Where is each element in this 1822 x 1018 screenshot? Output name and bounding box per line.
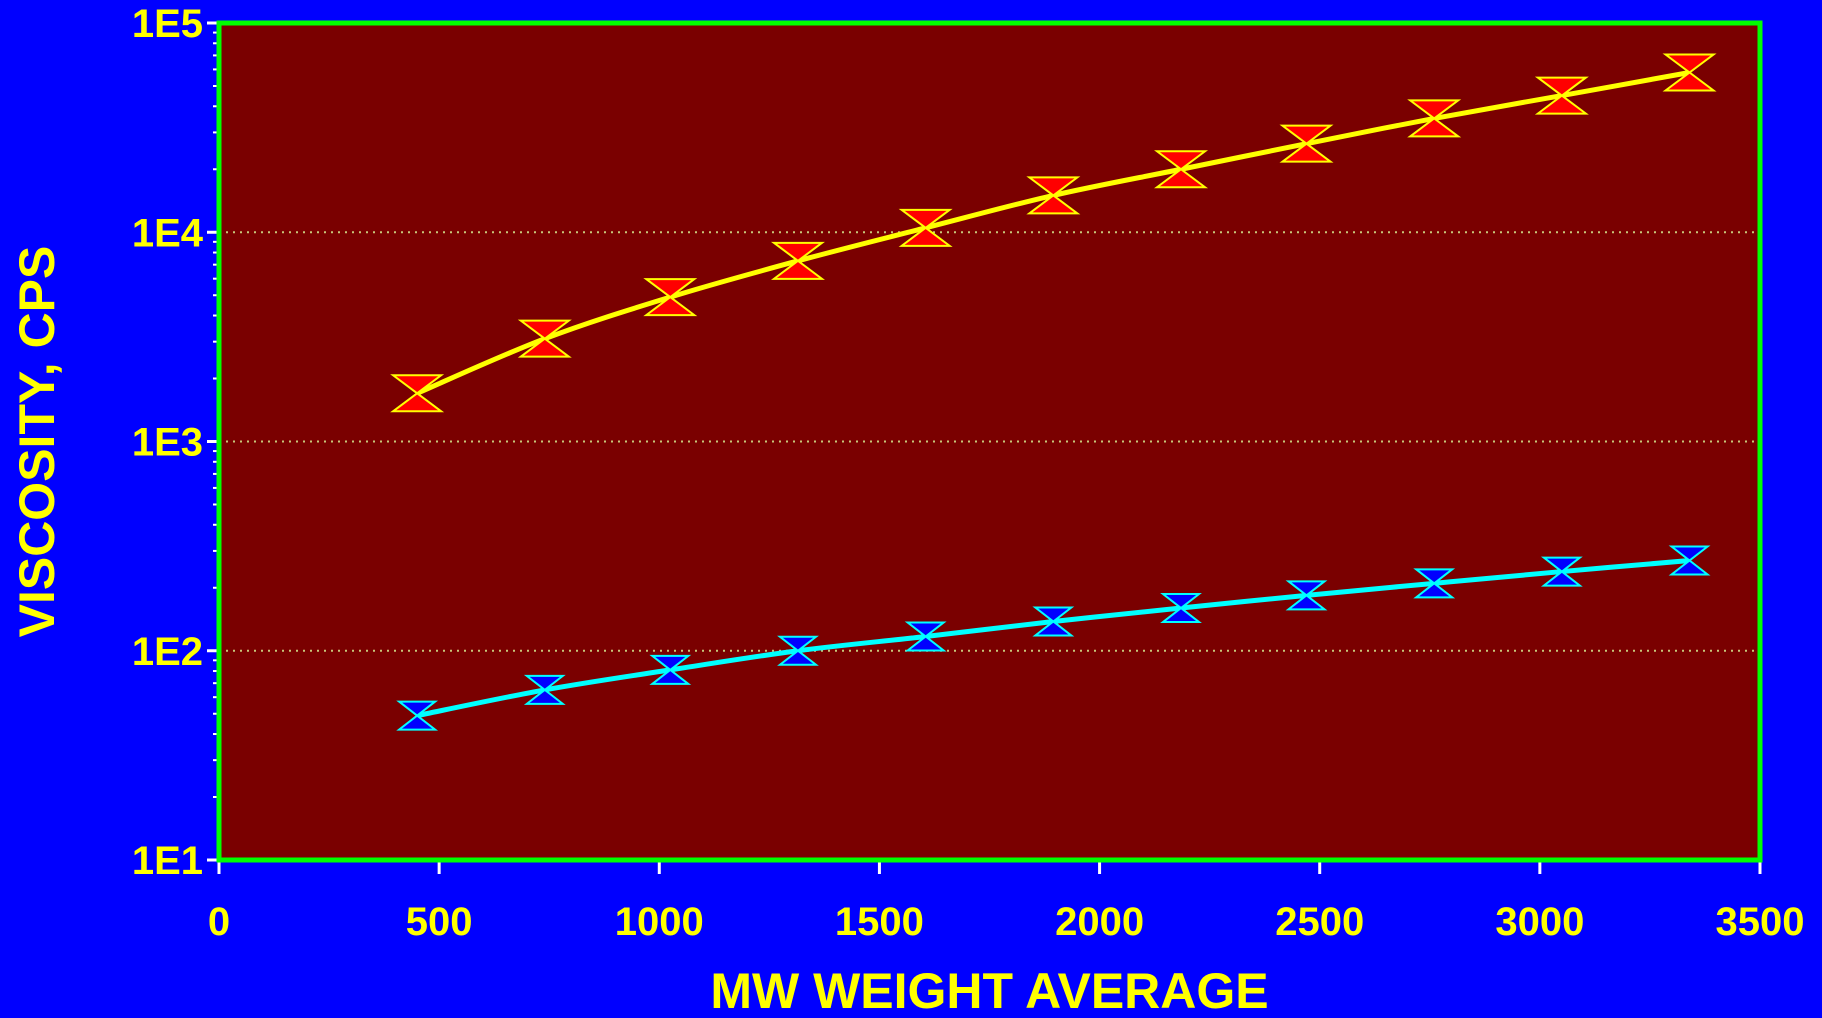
x-tick-label: 3500	[1716, 900, 1805, 944]
data-point	[1534, 76, 1589, 115]
y-tick-label: 1E1	[132, 839, 203, 883]
x-tick-label: 3000	[1495, 900, 1584, 944]
x-tick-label: 0	[208, 900, 230, 944]
y-tick-label: 1E5	[132, 2, 203, 46]
data-point	[1160, 593, 1202, 624]
data-point	[523, 674, 566, 705]
x-tick-label: 500	[406, 900, 473, 944]
data-point	[1407, 99, 1462, 138]
data-point	[517, 319, 572, 358]
data-point	[1032, 606, 1075, 637]
data-point	[396, 700, 439, 731]
plot-frame	[216, 20, 1763, 863]
data-point	[1279, 124, 1334, 163]
x-tick-label: 2500	[1275, 900, 1364, 944]
series-group	[390, 53, 1717, 731]
data-point	[1026, 176, 1081, 215]
y-axis-title: VISCOSITY, CPS	[9, 246, 65, 638]
x-tick-label: 2000	[1055, 900, 1144, 944]
series-1	[390, 53, 1717, 413]
data-point	[649, 654, 692, 685]
x-axis-title: MW WEIGHT AVERAGE	[710, 963, 1268, 1018]
data-point	[643, 278, 698, 317]
data-point	[904, 621, 947, 652]
y-tick-label: 1E2	[132, 630, 203, 674]
data-point	[1154, 150, 1209, 189]
grid-lines	[219, 231, 1760, 652]
data-point	[1668, 545, 1711, 576]
data-point	[1413, 568, 1456, 599]
data-point	[1662, 53, 1717, 92]
y-tick-label: 1E4	[132, 211, 204, 255]
data-point	[390, 374, 445, 413]
x-tick-label: 1500	[835, 900, 924, 944]
x-tick-label: 1000	[615, 900, 704, 944]
data-point	[1540, 556, 1583, 587]
series-2	[396, 545, 1711, 731]
data-point	[1285, 580, 1328, 611]
y-tick-label: 1E3	[132, 421, 203, 465]
data-point	[777, 635, 819, 666]
x-axis: 0 500 1000 1500 2000 2500 3000 3500	[208, 860, 1805, 944]
data-point	[770, 241, 825, 280]
data-point	[898, 208, 953, 247]
